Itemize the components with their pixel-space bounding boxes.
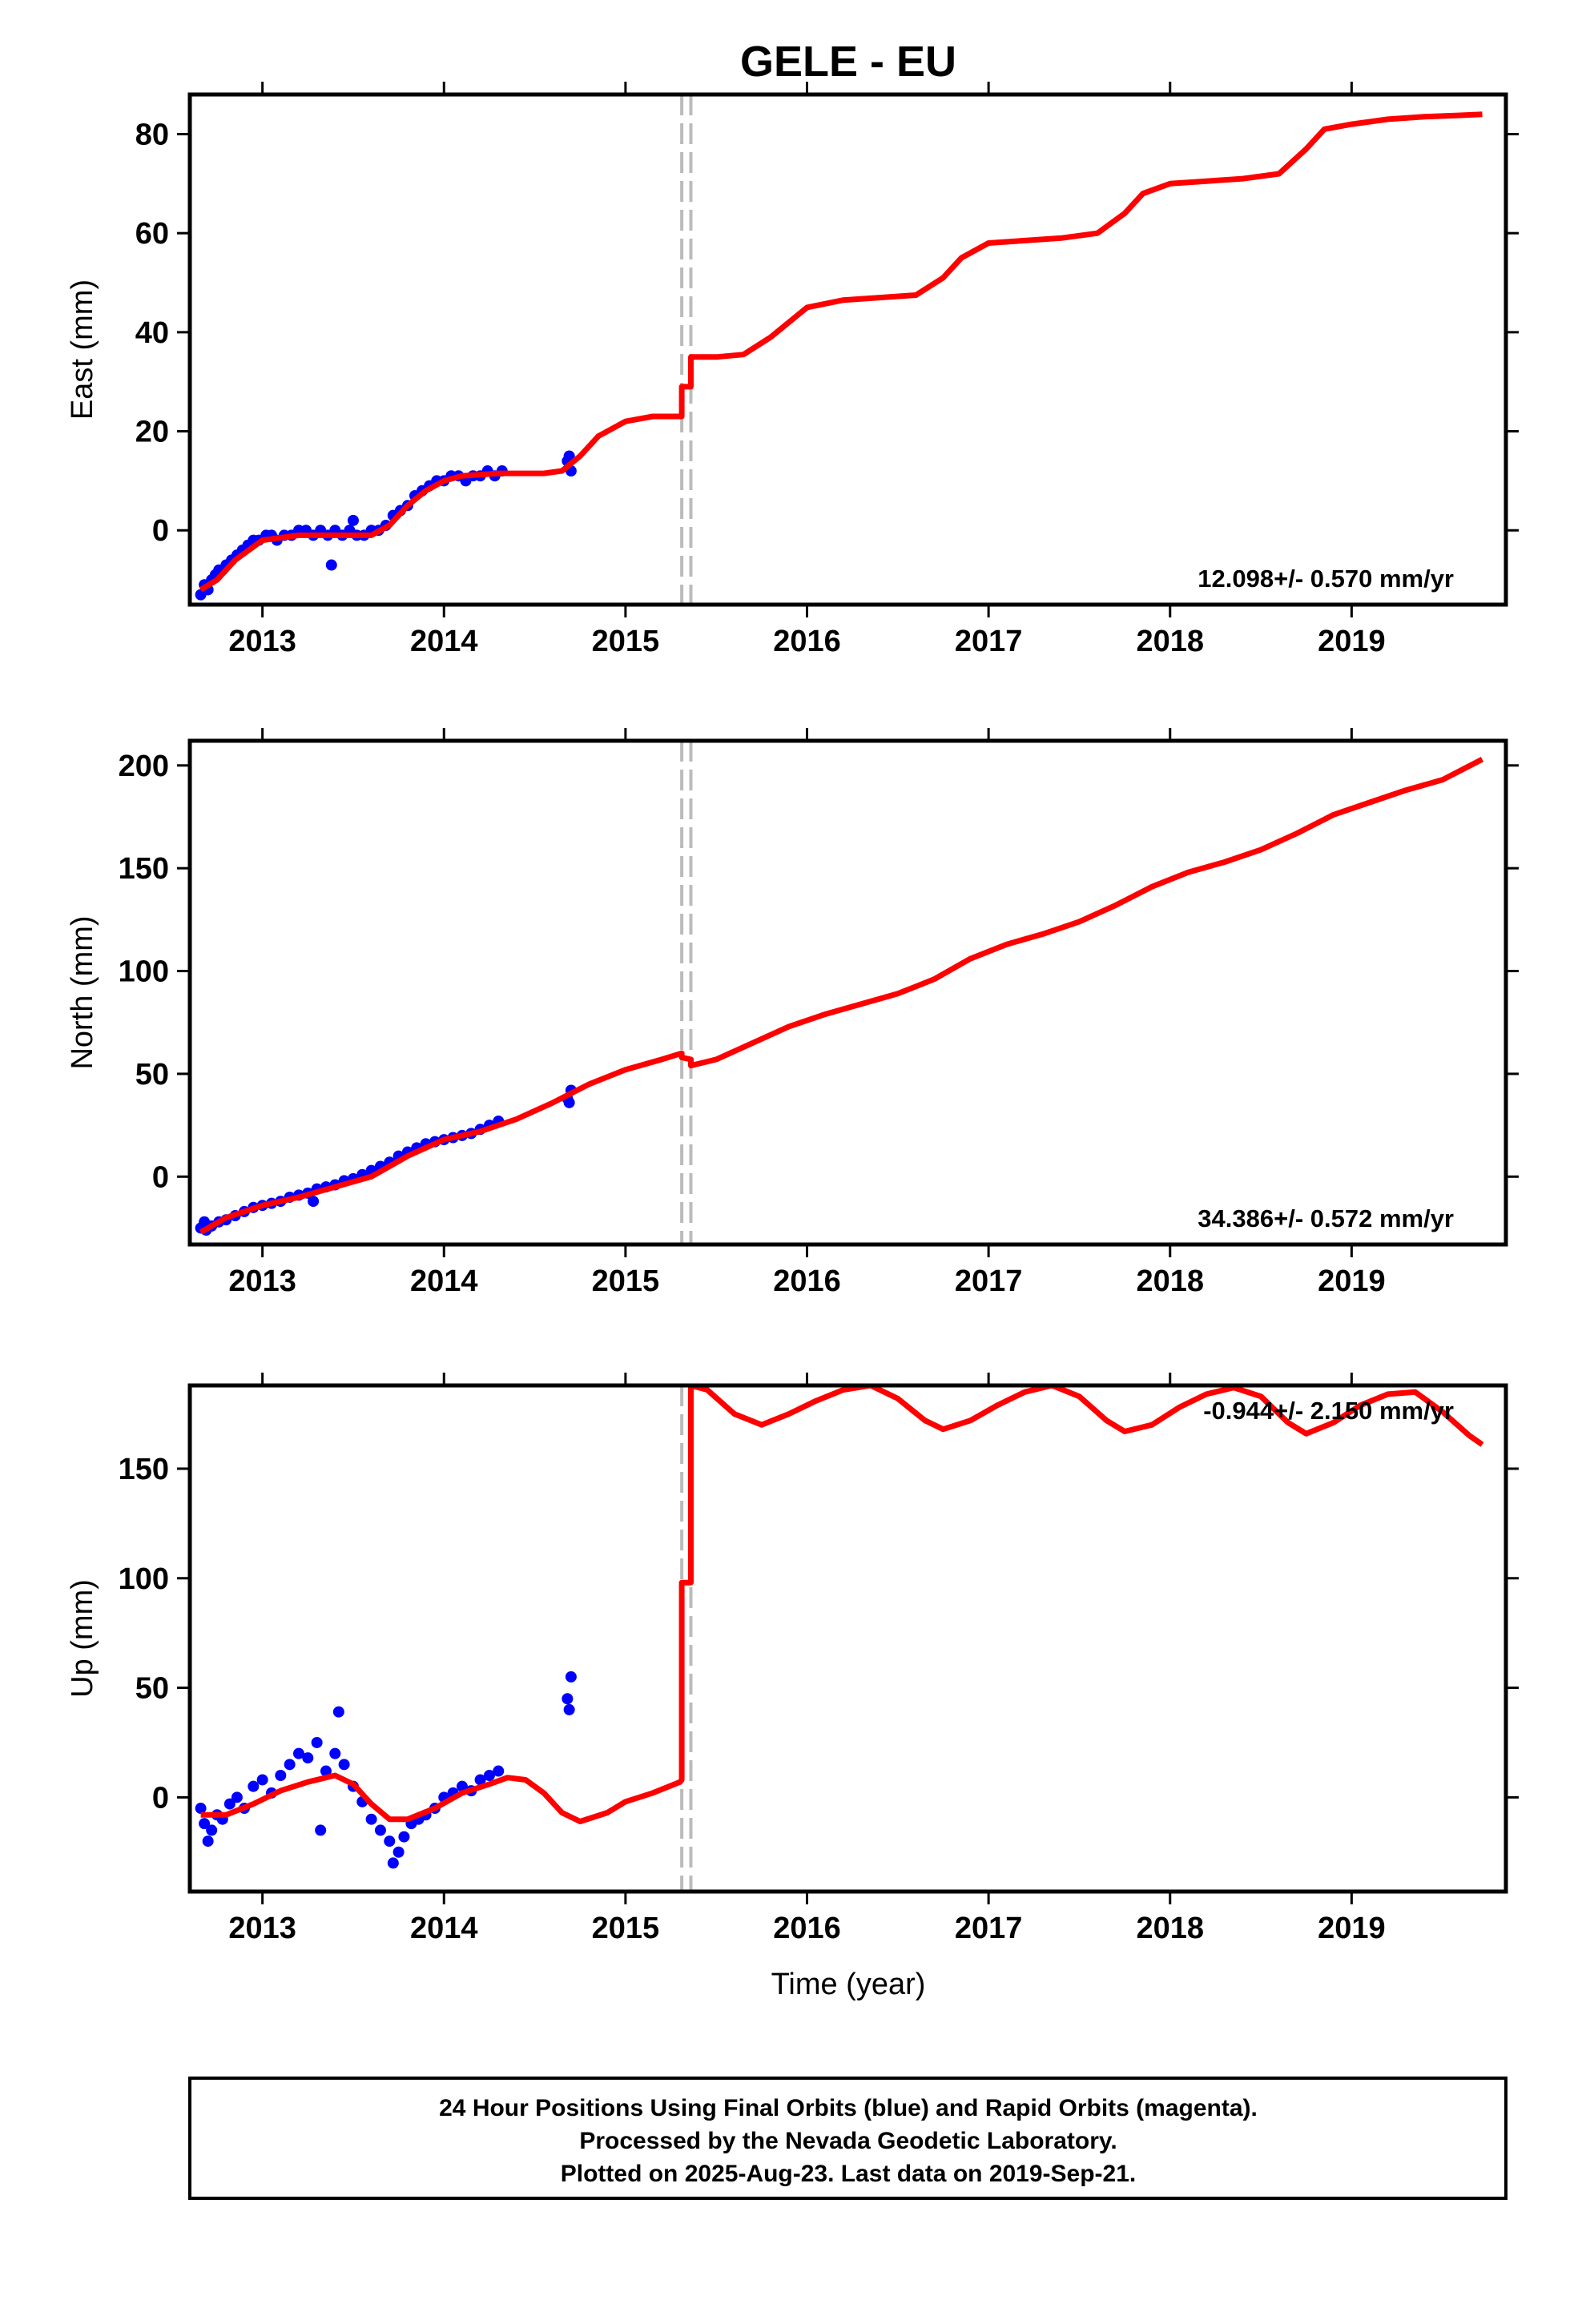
- y-tick-label: 50: [135, 1058, 169, 1092]
- data-point: [483, 1769, 495, 1781]
- x-tick-label: 2015: [592, 625, 660, 658]
- x-tick-label: 2015: [592, 1912, 660, 1945]
- data-point: [384, 1835, 396, 1848]
- rate-label: -0.944+/- 2.150 mm/yr: [1203, 1397, 1454, 1425]
- x-tick-label: 2016: [773, 625, 841, 658]
- chart-title: GELE - EU: [740, 38, 956, 86]
- data-point: [563, 1096, 575, 1108]
- x-tick-label: 2015: [592, 1265, 660, 1298]
- footer-line-2: Processed by the Nevada Geodetic Laborat…: [579, 2128, 1117, 2154]
- x-tick-label: 2017: [955, 1912, 1023, 1945]
- data-point: [275, 1769, 287, 1781]
- data-point: [231, 1791, 243, 1803]
- data-point: [329, 1747, 341, 1759]
- data-point: [248, 1780, 260, 1792]
- x-tick-label: 2017: [955, 625, 1023, 658]
- data-point: [223, 1798, 235, 1810]
- y-tick-label: 200: [119, 750, 169, 783]
- data-point: [562, 1693, 574, 1705]
- data-point: [374, 1824, 386, 1836]
- north-panel: 2013 2014 2015 2016 2017 2018 2019 0 50 100 150 200…: [66, 728, 1519, 1298]
- y-tick-label: 40: [135, 316, 169, 350]
- y-tick-label: 0: [152, 514, 169, 548]
- footer-box: 24 Hour Positions Using Final Orbits (bl…: [188, 2077, 1508, 2200]
- x-tick-label: 2013: [228, 1265, 296, 1298]
- y-tick-label: 20: [135, 416, 169, 449]
- x-tick-label: 2014: [410, 1912, 478, 1945]
- plot-frame: [187, 92, 1508, 607]
- y-tick-label: 150: [119, 1453, 169, 1486]
- x-tick-label: 2019: [1318, 1912, 1386, 1945]
- rate-label: 34.386+/- 0.572 mm/yr: [1198, 1204, 1454, 1232]
- plot-area: [195, 741, 1484, 1244]
- data-point: [199, 1818, 211, 1830]
- footer-line-1: 24 Hour Positions Using Final Orbits (bl…: [439, 2095, 1258, 2121]
- data-point: [206, 1824, 218, 1836]
- x-tick-label: 2013: [228, 625, 296, 658]
- data-point: [347, 514, 359, 526]
- data-point: [302, 1752, 314, 1764]
- data-point: [292, 1747, 304, 1759]
- data-point: [284, 1759, 296, 1771]
- x-tick-label: 2014: [410, 625, 478, 658]
- data-point: [325, 559, 337, 571]
- plot-area: [195, 1385, 1484, 1892]
- data-point: [387, 1857, 399, 1869]
- plot-frame: [187, 738, 1508, 1247]
- y-tick-label: 0: [152, 1781, 169, 1815]
- x-tick-label: 2017: [955, 1265, 1023, 1298]
- data-point: [493, 1765, 505, 1777]
- data-point: [256, 1774, 268, 1786]
- x-tick-label: 2016: [773, 1265, 841, 1298]
- model-line: [199, 111, 1483, 593]
- y-axis-label: Up (mm): [66, 1579, 99, 1698]
- data-point: [474, 1774, 486, 1786]
- data-point: [392, 1846, 405, 1858]
- model-line: [200, 1385, 1484, 1824]
- data-point: [202, 1835, 214, 1848]
- x-tick-label: 2018: [1136, 1265, 1204, 1298]
- x-tick-label: 2018: [1136, 625, 1204, 658]
- y-tick-label: 100: [119, 1562, 169, 1596]
- data-point: [320, 1765, 332, 1777]
- data-point: [308, 1196, 320, 1208]
- data-point: [365, 1813, 377, 1825]
- x-tick-label: 2014: [410, 1265, 478, 1298]
- y-tick-label: 80: [135, 118, 169, 151]
- y-tick-label: 150: [119, 852, 169, 886]
- footer-line-3: Plotted on 2025-Aug-23. Last data on 201…: [561, 2161, 1137, 2187]
- data-point: [332, 1706, 344, 1718]
- x-tick-label: 2019: [1318, 625, 1386, 658]
- y-axis-label: East (mm): [66, 279, 99, 420]
- data-point: [563, 450, 575, 462]
- plot-frame: [187, 1383, 1508, 1894]
- y-tick-label: 0: [152, 1160, 169, 1194]
- data-point: [311, 1736, 323, 1748]
- data-point: [565, 1671, 577, 1683]
- x-tick-label: 2016: [773, 1912, 841, 1945]
- data-point: [199, 1216, 211, 1228]
- model-line: [199, 756, 1484, 1235]
- east-panel: 2013 2014 2015 2016 2017 2018 2019 0 20 40 60 80 Eas…: [66, 82, 1519, 658]
- data-point: [338, 1759, 350, 1771]
- x-tick-label: 2013: [228, 1912, 296, 1945]
- data-point: [195, 1803, 207, 1815]
- x-tick-label: 2019: [1318, 1265, 1386, 1298]
- plot-area: [195, 94, 1483, 605]
- up-panel: 2013 2014 2015 2016 2017 2018 2019 0 50 100 150 Up …: [66, 1373, 1519, 1945]
- x-tick-label: 2018: [1136, 1912, 1204, 1945]
- data-point: [563, 1703, 575, 1715]
- y-axis-label: North (mm): [66, 915, 99, 1069]
- data-point: [398, 1831, 410, 1843]
- y-tick-label: 50: [135, 1672, 169, 1706]
- y-tick-label: 100: [119, 955, 169, 989]
- rate-label: 12.098+/- 0.570 mm/yr: [1198, 565, 1454, 593]
- y-tick-label: 60: [135, 217, 169, 251]
- x-axis-label: Time (year): [771, 1968, 926, 2001]
- data-point: [315, 1824, 327, 1836]
